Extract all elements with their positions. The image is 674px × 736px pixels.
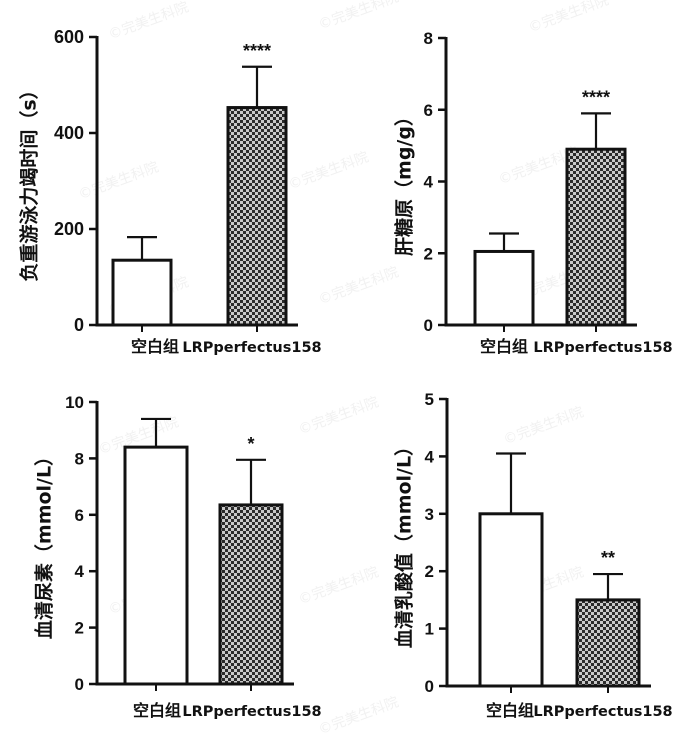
chart-panel-4: 空白组 LRPperfectus158 ** 0 1 2 3 4 5 血清乳酸值（mmol/L）	[393, 390, 673, 720]
bar-treatment	[575, 598, 641, 688]
y-tick-label: 2	[425, 562, 434, 581]
y-tick-label: 0	[74, 315, 84, 335]
category-label: 空白组	[131, 337, 179, 356]
bar-control	[111, 258, 173, 327]
category-label: LRPperfectus158	[182, 340, 321, 356]
significance-label: ****	[582, 87, 610, 107]
y-tick-label: 10	[65, 393, 84, 412]
watermark-text: ©完美生科院	[316, 264, 400, 308]
watermark-text: ©完美生科院	[106, 0, 190, 43]
watermark-text: ©完美生科院	[296, 564, 380, 608]
y-tick-label: 400	[54, 123, 84, 143]
bar-treatment	[218, 503, 284, 686]
y-tick-label: 4	[75, 562, 85, 581]
y-axis-title: 血清尿素（mmol/L）	[33, 447, 56, 639]
category-label: LRPperfectus158	[533, 704, 672, 720]
bar-control	[123, 445, 189, 686]
y-tick-label: 2	[75, 619, 84, 638]
y-tick-label: 4	[425, 447, 435, 466]
y-tick-label: 2	[424, 244, 433, 263]
category-label: 空白组	[133, 701, 181, 720]
bar-treatment	[226, 106, 288, 327]
y-tick-label: 6	[424, 101, 433, 120]
category-label: LRPperfectus158	[533, 340, 672, 356]
bar-control	[473, 249, 535, 327]
category-label: LRPperfectus158	[182, 704, 321, 720]
significance-label: *	[247, 434, 254, 454]
y-tick-label: 3	[425, 505, 434, 524]
watermark-text: ©完美生科院	[286, 149, 370, 193]
y-tick-label: 200	[54, 219, 84, 239]
y-axis-title: 血清乳酸值（mmol/L）	[393, 437, 416, 648]
y-axis-title: 负重游泳力竭时间（s）	[18, 80, 41, 281]
watermark-text: ©完美生科院	[501, 404, 585, 448]
watermark-text: ©完美生科院	[296, 394, 380, 438]
y-tick-label: 4	[424, 173, 434, 192]
bar-treatment	[565, 147, 627, 327]
significance-label: **	[601, 548, 615, 568]
y-tick-label: 0	[75, 675, 84, 694]
y-tick-label: 1	[425, 620, 434, 639]
y-axis-title: 肝糖原（mg/g）	[393, 107, 416, 256]
watermark-text: ©完美生科院	[316, 0, 400, 33]
category-label: 空白组	[486, 701, 534, 720]
chart-panel-3: 空白组 LRPperfectus158 * 0 2 4 6 8 10 血清尿素（mmol/L）	[33, 393, 322, 720]
y-tick-label: 8	[424, 29, 433, 48]
significance-label: ****	[243, 41, 271, 61]
y-tick-label: 0	[425, 677, 434, 696]
y-tick-label: 0	[424, 316, 433, 335]
chart-panel-1: 空白组 LRPperfectus158 **** 0 200 400 600 负重游泳力竭时间…	[18, 27, 322, 356]
chart-panel-2: 空白组 LRPperfectus158 **** 0 2 4 6 8 肝糖原（mg/g）	[393, 29, 673, 356]
panels: 空白组 LRPperfectus158****0200400600负重游泳力竭时间…	[18, 27, 673, 720]
watermark-text: ©完美生科院	[316, 694, 400, 736]
watermark-text: ©完美生科院	[526, 0, 610, 36]
y-tick-label: 600	[54, 27, 84, 47]
y-tick-label: 8	[75, 449, 84, 468]
category-label: 空白组	[480, 337, 528, 356]
watermark-text: ©完美生科院	[76, 159, 160, 203]
y-tick-label: 6	[75, 506, 84, 525]
bar-control	[478, 512, 544, 688]
y-tick-label: 5	[425, 390, 434, 409]
